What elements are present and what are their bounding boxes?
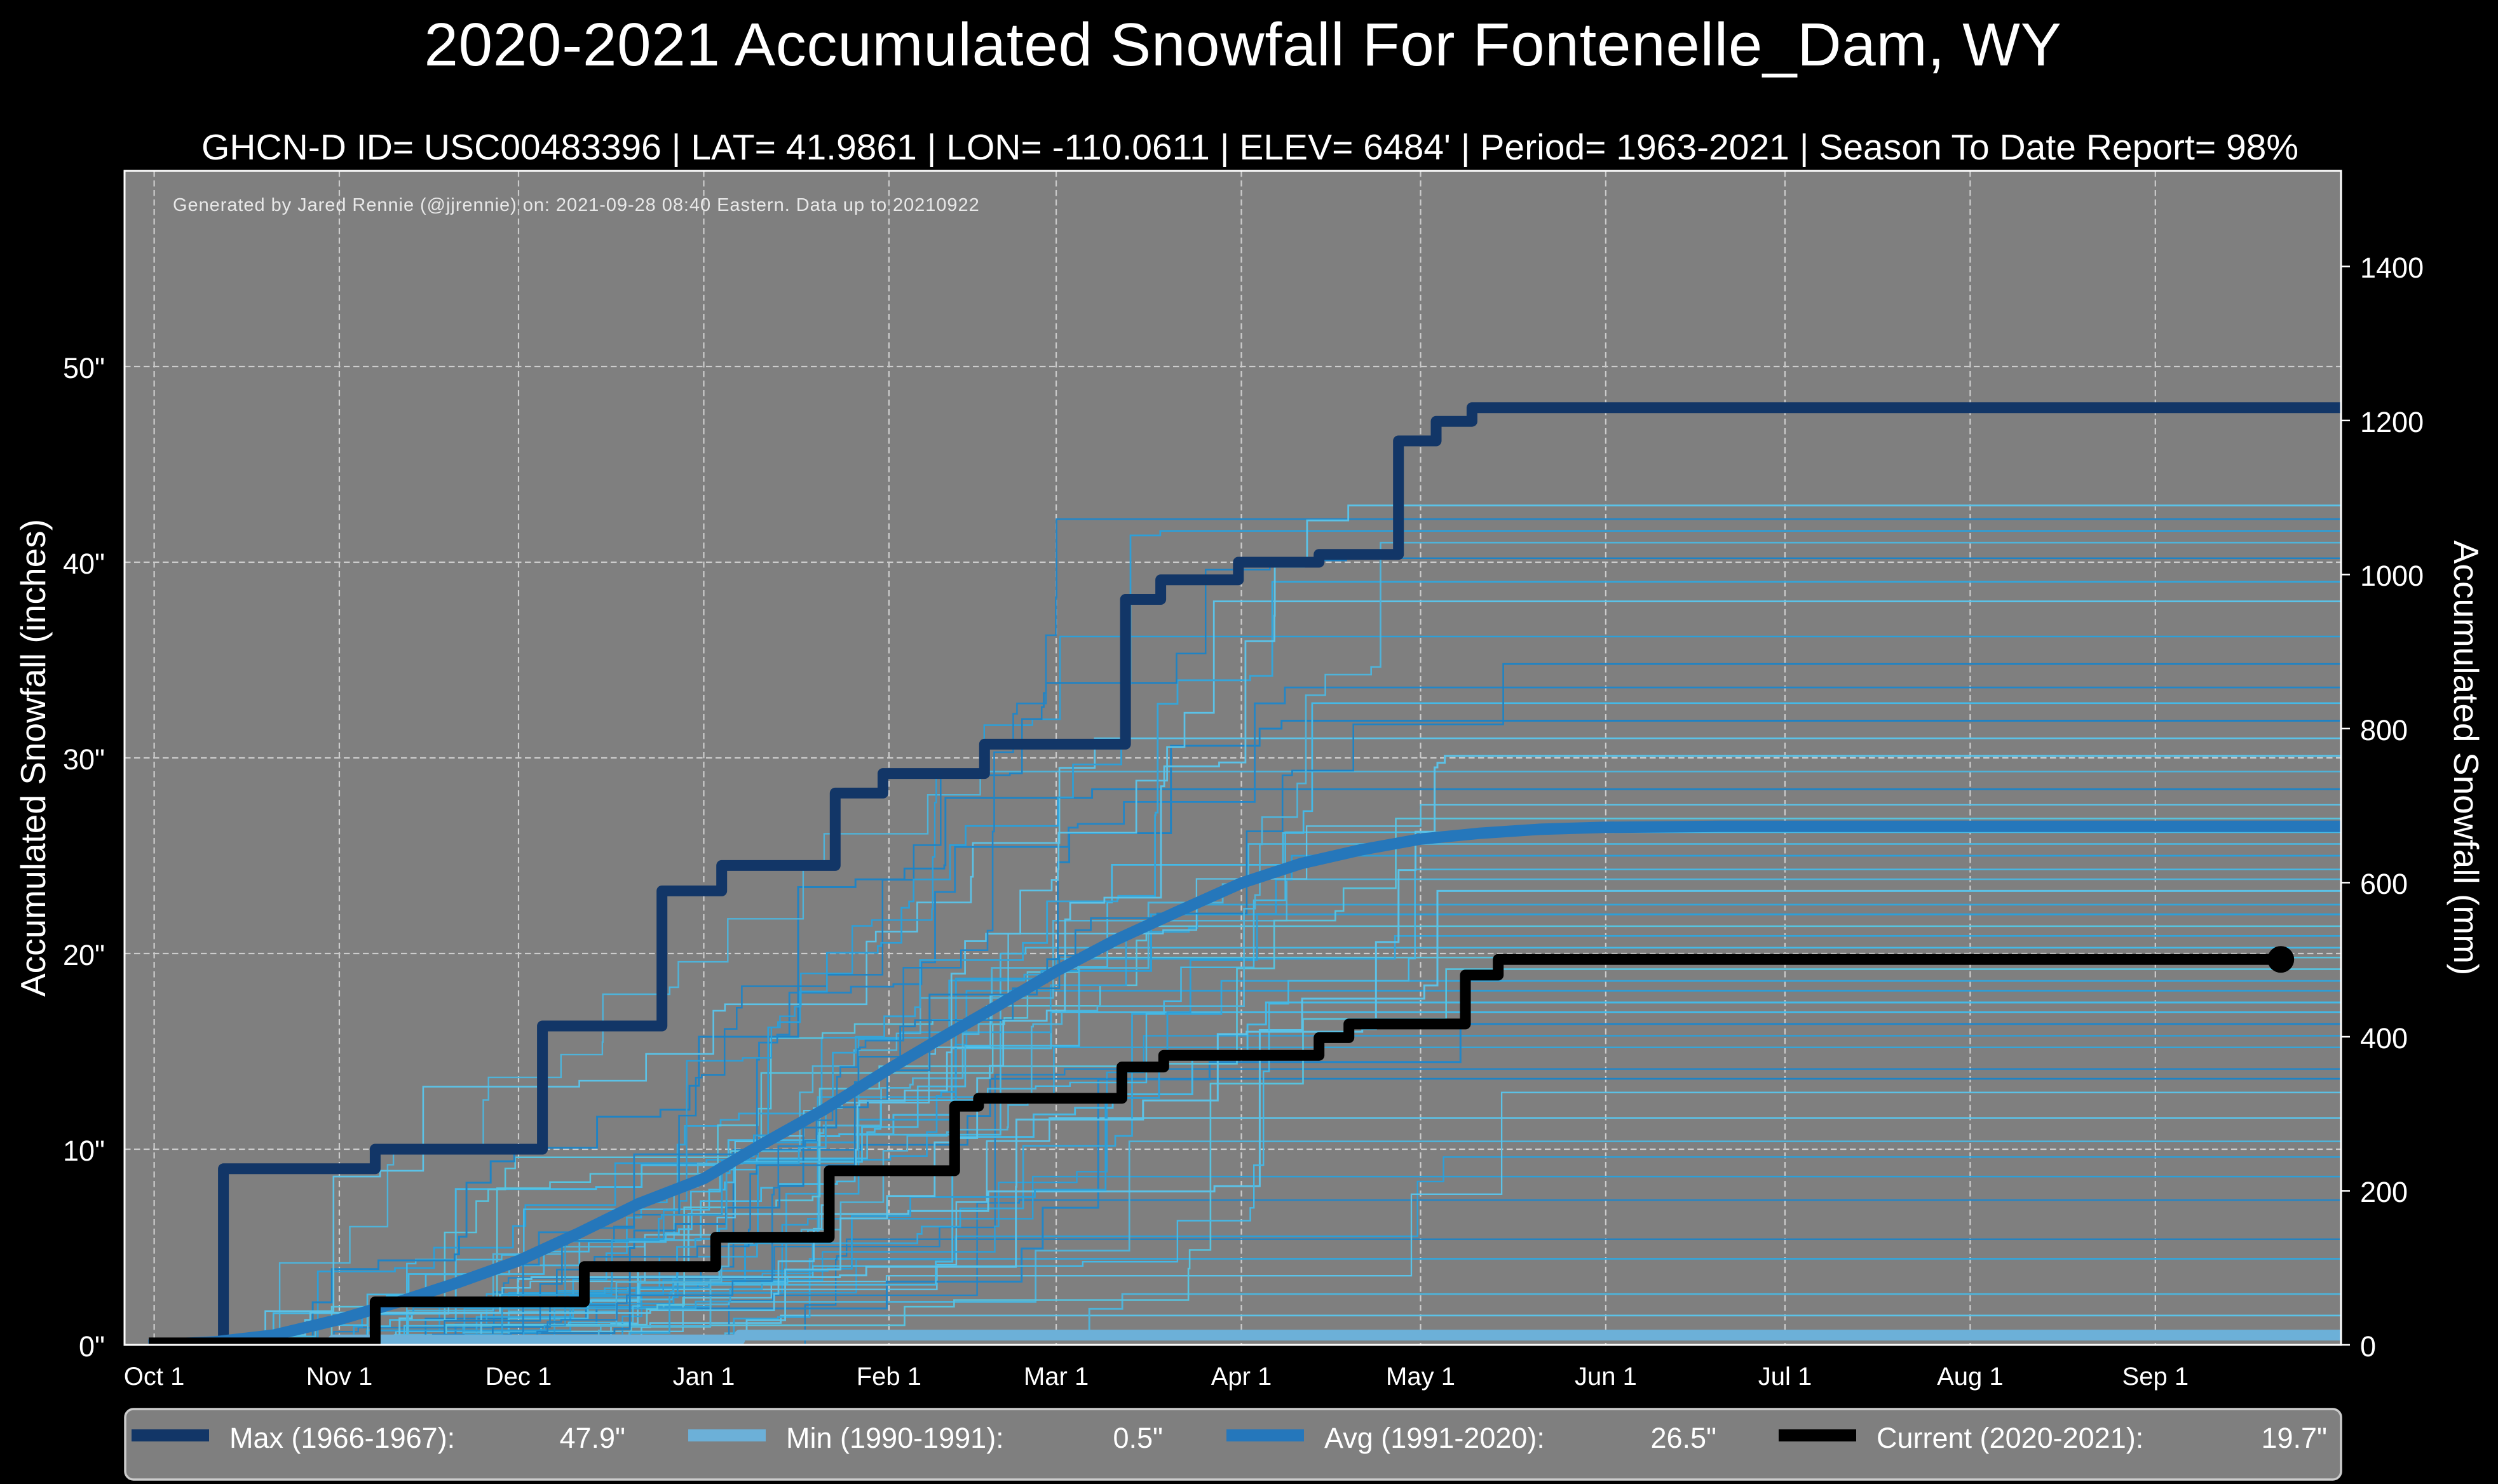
svg-text:1200: 1200 xyxy=(2360,406,2424,438)
svg-text:0.5": 0.5" xyxy=(1113,1422,1163,1454)
svg-text:Sep 1: Sep 1 xyxy=(2122,1363,2189,1391)
svg-text:0: 0 xyxy=(2360,1330,2376,1363)
svg-text:40": 40" xyxy=(63,548,105,580)
svg-text:Generated by Jared Rennie (@jj: Generated by Jared Rennie (@jjrennie) on… xyxy=(173,195,980,215)
svg-text:Nov 1: Nov 1 xyxy=(306,1363,373,1391)
svg-text:47.9": 47.9" xyxy=(559,1422,625,1454)
svg-text:800: 800 xyxy=(2360,714,2408,746)
svg-text:2020-2021 Accumulated Snowfall: 2020-2021 Accumulated Snowfall For Fonte… xyxy=(424,11,2061,79)
svg-text:Current (2020-2021):: Current (2020-2021): xyxy=(1877,1422,2143,1454)
svg-text:Jul 1: Jul 1 xyxy=(1758,1363,1812,1391)
svg-text:0": 0" xyxy=(79,1330,105,1363)
svg-text:Min (1990-1991):: Min (1990-1991): xyxy=(786,1422,1004,1454)
svg-text:Accumulated Snowfall (mm): Accumulated Snowfall (mm) xyxy=(2447,541,2486,976)
svg-text:May 1: May 1 xyxy=(1386,1363,1455,1391)
svg-text:Apr 1: Apr 1 xyxy=(1211,1363,1272,1391)
svg-text:600: 600 xyxy=(2360,868,2408,900)
svg-text:20": 20" xyxy=(63,939,105,971)
svg-text:GHCN-D ID= USC00483396 | LAT=: GHCN-D ID= USC00483396 | LAT= 41.9861 | … xyxy=(201,127,2298,168)
svg-text:26.5": 26.5" xyxy=(1650,1422,1716,1454)
svg-text:Avg (1991-2020):: Avg (1991-2020): xyxy=(1324,1422,1545,1454)
svg-text:Accumulated Snowfall (inches): Accumulated Snowfall (inches) xyxy=(13,519,53,997)
svg-text:Feb 1: Feb 1 xyxy=(857,1363,921,1391)
svg-text:200: 200 xyxy=(2360,1176,2408,1208)
svg-text:Oct 1: Oct 1 xyxy=(124,1363,185,1391)
svg-text:Mar 1: Mar 1 xyxy=(1024,1363,1089,1391)
svg-text:1400: 1400 xyxy=(2360,252,2424,284)
svg-text:1000: 1000 xyxy=(2360,560,2424,592)
svg-text:Dec 1: Dec 1 xyxy=(485,1363,552,1391)
svg-text:19.7": 19.7" xyxy=(2261,1422,2327,1454)
svg-text:30": 30" xyxy=(63,743,105,776)
svg-text:Jun 1: Jun 1 xyxy=(1575,1363,1637,1391)
svg-text:Jan 1: Jan 1 xyxy=(673,1363,735,1391)
svg-text:Max (1966-1967):: Max (1966-1967): xyxy=(229,1422,455,1454)
svg-text:Aug 1: Aug 1 xyxy=(1937,1363,2004,1391)
svg-text:50": 50" xyxy=(63,352,105,384)
svg-text:400: 400 xyxy=(2360,1022,2408,1055)
svg-text:10": 10" xyxy=(63,1135,105,1167)
